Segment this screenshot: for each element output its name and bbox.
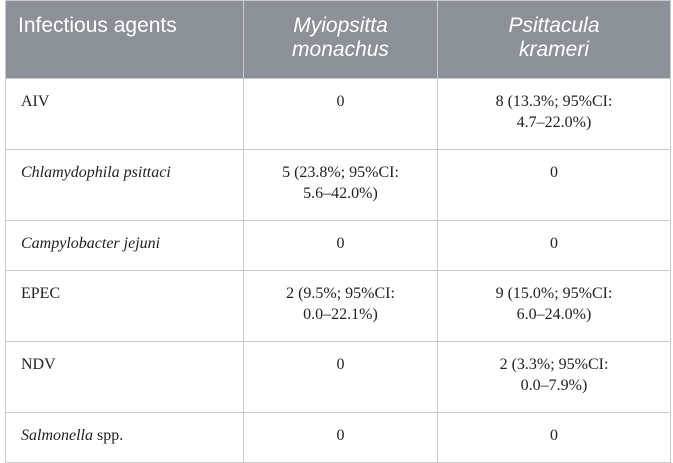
header-col1-line1: Myiopsitta: [293, 14, 388, 37]
value-line1: 0: [336, 93, 345, 110]
agent-cell: Chlamydophila psittaci: [5, 149, 244, 221]
myiopsitta-cell: 0: [243, 220, 438, 271]
value-line1: 9 (15.0%; 95%CI:: [495, 285, 613, 302]
psittacula-cell: 0: [437, 412, 671, 463]
psittacula-cell: 8 (13.3%; 95%CI: 4.7–22.0%): [437, 78, 671, 150]
value-line1: 8 (13.3%; 95%CI:: [495, 93, 613, 110]
agent-name: NDV: [21, 356, 56, 373]
table-row: NDV 0 2 (3.3%; 95%CI: 0.0–7.9%): [5, 341, 671, 413]
value-line1: 0: [336, 235, 345, 252]
table-row: EPEC 2 (9.5%; 95%CI: 0.0–22.1%) 9 (15.0%…: [5, 270, 671, 342]
value-line1: 0: [336, 356, 345, 373]
agent-name: Campylobacter jejuni: [21, 235, 161, 252]
table-row: Campylobacter jejuni 0 0: [5, 220, 671, 271]
header-myiopsitta-monachus: Myiopsitta monachus: [243, 0, 438, 79]
table-row: Chlamydophila psittaci 5 (23.8%; 95%CI: …: [5, 149, 671, 221]
myiopsitta-cell: 0: [243, 341, 438, 413]
value-line2: 0.0–7.9%): [520, 377, 588, 394]
agent-cell: EPEC: [5, 270, 244, 342]
value-line2: 0.0–22.1%): [303, 306, 378, 323]
agent-cell: NDV: [5, 341, 244, 413]
psittacula-cell: 2 (3.3%; 95%CI: 0.0–7.9%): [437, 341, 671, 413]
infectious-agents-table: Infectious agents Myiopsitta monachus Ps…: [5, 0, 671, 463]
myiopsitta-cell: 5 (23.8%; 95%CI: 5.6–42.0%): [243, 149, 438, 221]
value-line2: 4.7–22.0%): [516, 114, 592, 131]
psittacula-cell: 0: [437, 149, 671, 221]
value-line2: 5.6–42.0%): [303, 185, 378, 202]
table-row: AIV 0 8 (13.3%; 95%CI: 4.7–22.0%): [5, 78, 671, 150]
agent-name: AIV: [21, 93, 50, 110]
header-row: Infectious agents Myiopsitta monachus Ps…: [5, 0, 671, 79]
header-col1-line2: monachus: [292, 38, 389, 61]
value-line1: 5 (23.8%; 95%CI:: [282, 164, 399, 181]
header-col2-line2: krameri: [518, 38, 589, 61]
header-infectious-agents: Infectious agents: [5, 0, 244, 79]
value-line1: 2 (3.3%; 95%CI:: [499, 356, 609, 373]
value-line1: 0: [550, 235, 558, 252]
value-line1: 0: [550, 164, 558, 181]
agent-name: EPEC: [21, 285, 61, 302]
myiopsitta-cell: 2 (9.5%; 95%CI: 0.0–22.1%): [243, 270, 438, 342]
value-line2: 6.0–24.0%): [516, 306, 592, 323]
header-col2-line1: Psittacula: [508, 14, 600, 37]
myiopsitta-cell: 0: [243, 412, 438, 463]
value-line1: 2 (9.5%; 95%CI:: [286, 285, 395, 302]
psittacula-cell: 0: [437, 220, 671, 271]
agent-cell: Salmonella spp.: [5, 412, 244, 463]
psittacula-cell: 9 (15.0%; 95%CI: 6.0–24.0%): [437, 270, 671, 342]
agent-name: Chlamydophila psittaci: [21, 164, 171, 181]
myiopsitta-cell: 0: [243, 78, 438, 150]
header-psittacula-krameri: Psittacula krameri: [437, 0, 671, 79]
agent-cell: AIV: [5, 78, 244, 150]
agent-cell: Campylobacter jejuni: [5, 220, 244, 271]
table-row: Salmonella spp. 0 0: [5, 412, 671, 463]
